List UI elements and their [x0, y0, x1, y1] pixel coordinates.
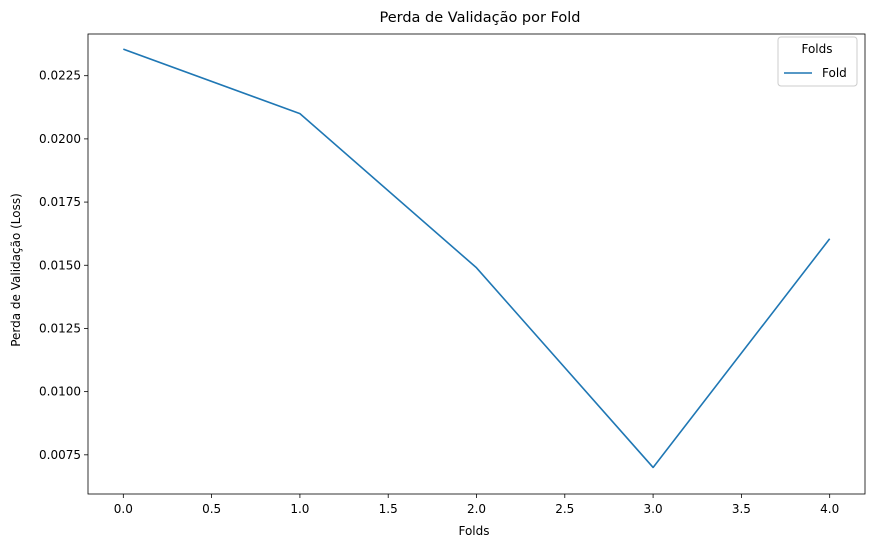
x-tick-label: 0.0 — [114, 502, 133, 516]
series-layer — [123, 48, 831, 469]
x-tick-label: 1.0 — [290, 502, 309, 516]
series-line-fold — [123, 48, 831, 469]
x-axis-label: Folds — [458, 524, 489, 538]
x-tick-label: 2.5 — [555, 502, 574, 516]
y-tick-label: 0.0225 — [39, 69, 81, 83]
x-tick-label: 1.5 — [379, 502, 398, 516]
x-tick-label: 3.0 — [644, 502, 663, 516]
x-tick-label: 2.0 — [467, 502, 486, 516]
y-tick-label: 0.0100 — [39, 385, 81, 399]
y-axis: 0.0075 0.0100 0.0125 0.0150 0.0175 0.0200 0.02… — [39, 69, 88, 462]
y-axis-label: Perda de Validação (Loss) — [9, 193, 23, 347]
x-tick-label: 3.5 — [732, 502, 751, 516]
legend: Folds Fold — [777, 36, 858, 87]
x-tick-label: 4.0 — [820, 502, 839, 516]
legend-title: Folds — [801, 42, 832, 56]
y-tick-label: 0.0150 — [39, 258, 81, 272]
y-tick-label: 0.0125 — [39, 321, 81, 335]
y-tick-label: 0.0175 — [39, 195, 81, 209]
x-axis: 0.0 0.5 1.0 1.5 2.0 2.5 3.0 3.5 4.0 — [114, 494, 839, 516]
y-tick-label: 0.0200 — [39, 132, 81, 146]
y-tick-label: 0.0075 — [39, 448, 81, 462]
legend-entry-label: Fold — [822, 66, 847, 80]
x-tick-label: 0.5 — [202, 502, 221, 516]
chart-title: Perda de Validação por Fold — [379, 10, 580, 26]
